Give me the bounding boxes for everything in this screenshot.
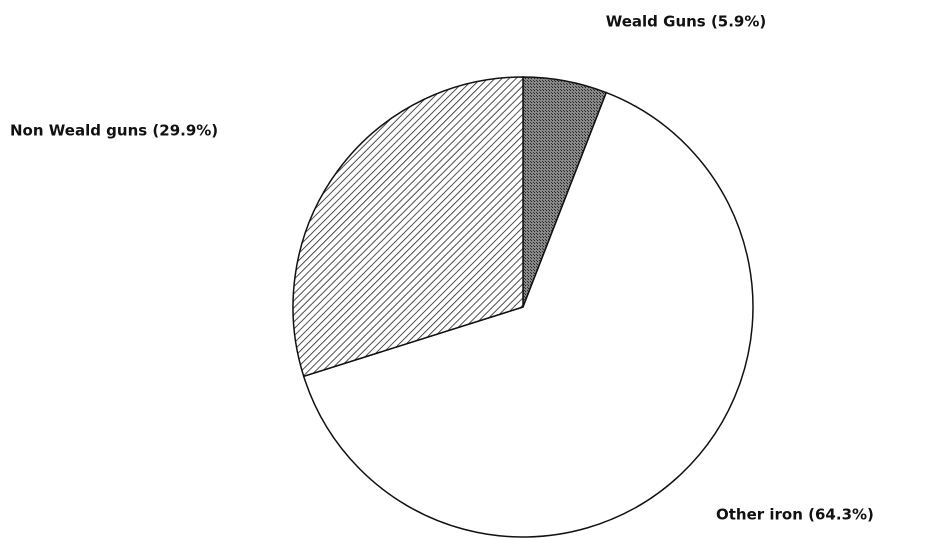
pie-slice [292,76,524,378]
pie-slice [302,91,754,538]
slice-label: Non Weald guns (29.9%) [10,122,218,140]
slice-label: Other iron (64.3%) [716,506,874,524]
slice-label: Weald Guns (5.9%) [606,13,767,31]
